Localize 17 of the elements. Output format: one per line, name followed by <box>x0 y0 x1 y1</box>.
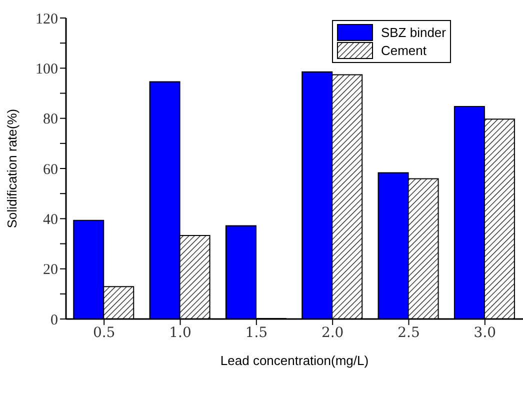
y-tick-label: 40 <box>43 212 58 228</box>
x-tick-label: 2.5 <box>398 324 420 341</box>
x-tick-label: 0.5 <box>92 324 116 341</box>
legend-label: Cement <box>380 43 426 58</box>
x-tick-label: 1.0 <box>169 324 192 341</box>
y-tick-label: 20 <box>43 262 58 278</box>
x-axis-title: Lead concentration(mg/L) <box>220 353 369 368</box>
y-axis-title: Solidification rate(%) <box>4 108 20 228</box>
y-tick-label: 100 <box>36 61 58 78</box>
x-tick-label: 2.0 <box>321 324 344 341</box>
x-tick-label: 3.0 <box>474 324 496 341</box>
y-tick-label: 120 <box>36 11 58 28</box>
y-tick-label: 60 <box>43 162 58 178</box>
y-tick-label: 80 <box>43 112 58 128</box>
x-tick-label: 1.5 <box>245 324 268 341</box>
legend-label: SBZ binder <box>380 25 446 40</box>
y-tick-label: 0 <box>50 312 58 328</box>
